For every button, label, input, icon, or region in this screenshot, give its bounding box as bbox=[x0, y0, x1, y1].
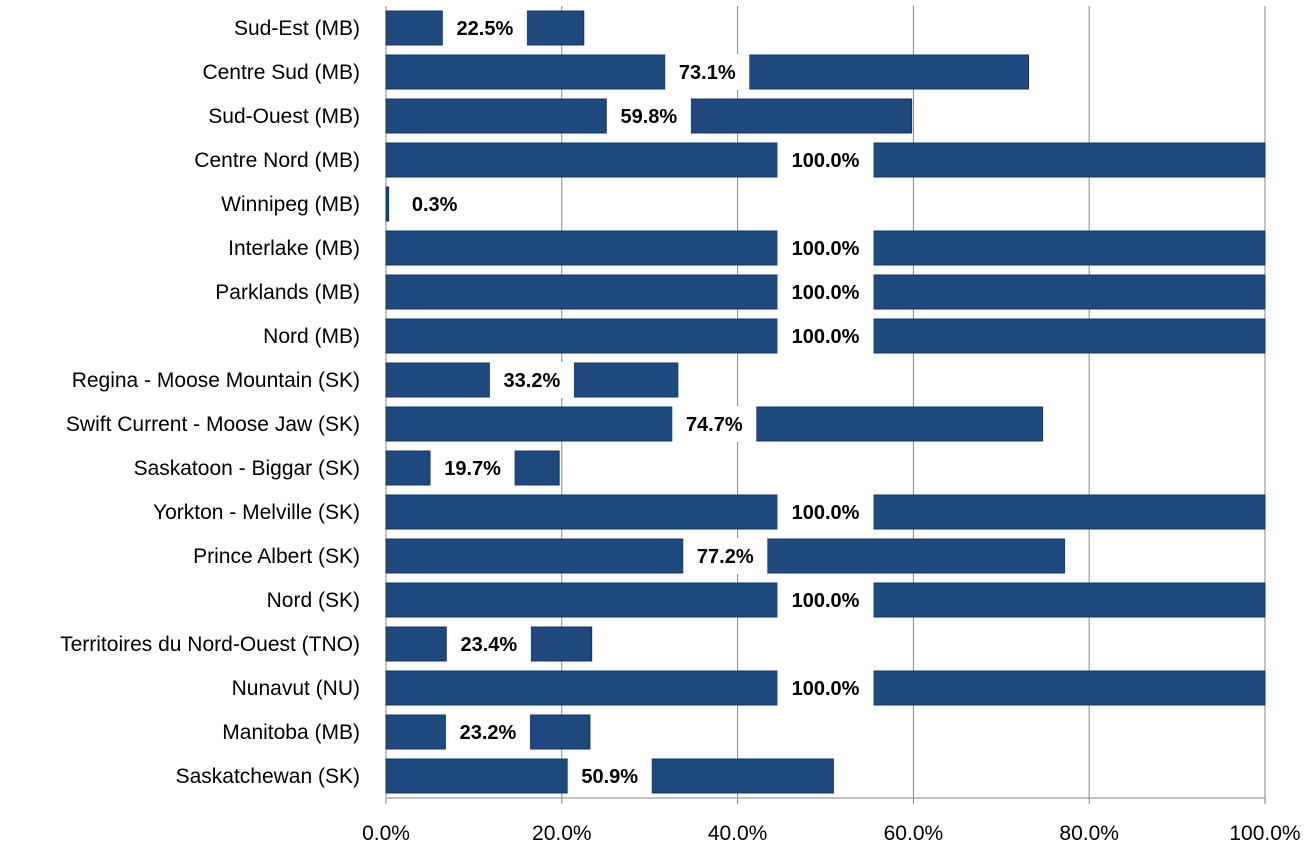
data-label: 100.0% bbox=[792, 282, 860, 304]
category-label: Parklands (MB) bbox=[215, 281, 360, 304]
data-label: 100.0% bbox=[792, 502, 860, 524]
x-axis-ticks: 0.0% 20.0% 40.0% 60.0% 80.0% 100.0% bbox=[362, 822, 1301, 845]
category-label: Sud-Ouest (MB) bbox=[208, 105, 360, 128]
data-label: 22.5% bbox=[457, 18, 514, 40]
category-label: Territoires du Nord-Ouest (TNO) bbox=[60, 633, 360, 656]
data-label: 50.9% bbox=[581, 766, 638, 788]
data-label-background bbox=[777, 670, 874, 706]
category-label: Nord (MB) bbox=[263, 325, 360, 348]
data-label-background bbox=[442, 10, 527, 46]
gridlines bbox=[385, 6, 1266, 804]
data-label: 73.1% bbox=[679, 62, 736, 84]
data-label-background bbox=[430, 450, 515, 486]
category-label: Saskatchewan (SK) bbox=[176, 765, 360, 788]
data-label: 100.0% bbox=[792, 150, 860, 172]
data-labels: 22.5% 73.1%59.8% 100.0% 0.3% 100.0% 100.0% 100… bbox=[412, 10, 874, 794]
data-label: 23.2% bbox=[460, 722, 517, 744]
data-label-background bbox=[777, 494, 874, 530]
category-label: Sud-Est (MB) bbox=[234, 17, 360, 40]
data-label-background bbox=[665, 54, 750, 90]
category-label: Centre Nord (MB) bbox=[194, 149, 360, 172]
category-label: Yorkton - Melville (SK) bbox=[153, 501, 360, 524]
data-label: 100.0% bbox=[792, 238, 860, 260]
data-label: 100.0% bbox=[792, 590, 860, 612]
data-label: 100.0% bbox=[792, 678, 860, 700]
category-label: Swift Current - Moose Jaw (SK) bbox=[66, 413, 360, 436]
category-labels: Sud-Est (MB) Centre Sud (MB) Sud-Ouest (MB… bbox=[60, 17, 360, 788]
data-label: 59.8% bbox=[620, 106, 677, 128]
x-tick-label: 0.0% bbox=[362, 822, 410, 845]
data-label: 0.3% bbox=[412, 194, 458, 216]
category-label: Regina - Moose Mountain (SK) bbox=[72, 369, 360, 392]
category-label: Centre Sud (MB) bbox=[202, 61, 360, 84]
data-label: 74.7% bbox=[686, 414, 743, 436]
x-tick-label: 40.0% bbox=[708, 822, 768, 845]
data-label: 33.2% bbox=[504, 370, 561, 392]
x-tick-label: 60.0% bbox=[884, 822, 944, 845]
category-label: Winnipeg (MB) bbox=[221, 193, 360, 216]
category-label: Nunavut (NU) bbox=[232, 677, 360, 700]
category-label: Manitoba (MB) bbox=[222, 721, 360, 744]
data-label-background bbox=[777, 582, 874, 618]
data-label-background bbox=[777, 318, 874, 354]
data-label-background bbox=[446, 626, 531, 662]
data-label: 19.7% bbox=[444, 458, 501, 480]
data-label-background bbox=[777, 142, 874, 178]
data-label-background bbox=[672, 406, 757, 442]
data-label-background bbox=[777, 230, 874, 266]
x-tick-label: 100.0% bbox=[1229, 822, 1300, 845]
category-label: Saskatoon - Biggar (SK) bbox=[134, 457, 360, 480]
category-label: Prince Albert (SK) bbox=[193, 545, 360, 568]
data-label: 77.2% bbox=[697, 546, 754, 568]
x-tick-label: 20.0% bbox=[532, 822, 592, 845]
data-label-background bbox=[445, 714, 530, 750]
data-label-background bbox=[683, 538, 768, 574]
data-label-background bbox=[567, 758, 652, 794]
bar bbox=[385, 186, 390, 222]
data-label: 23.4% bbox=[460, 634, 517, 656]
category-label: Nord (SK) bbox=[267, 589, 360, 612]
data-label: 100.0% bbox=[792, 326, 860, 348]
data-label-background bbox=[489, 362, 574, 398]
data-label-background bbox=[777, 274, 874, 310]
x-tick-label: 80.0% bbox=[1059, 822, 1119, 845]
category-label: Interlake (MB) bbox=[228, 237, 360, 260]
data-label-background bbox=[606, 98, 691, 134]
